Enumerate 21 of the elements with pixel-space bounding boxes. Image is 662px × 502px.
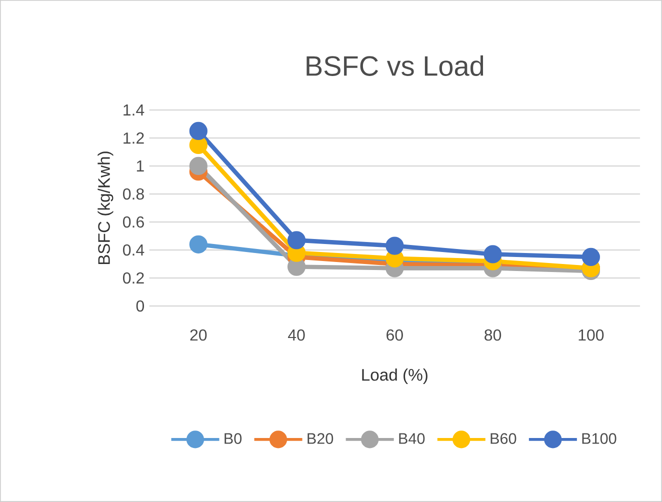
y-tick-label: 0.4 — [123, 244, 144, 256]
chart-title: BSFC vs Load — [306, 55, 484, 76]
y-tick-label: 1.2 — [124, 132, 144, 144]
x-tick-label: 100 — [578, 329, 604, 341]
y-tick-label: 0.6 — [123, 216, 144, 228]
x-tick-label: 60 — [386, 329, 403, 341]
legend-label: B0 — [224, 433, 242, 444]
legend-label: B20 — [308, 433, 334, 444]
y-tick-label: 0.2 — [123, 272, 144, 284]
x-tick-label: 80 — [484, 329, 502, 341]
x-tick-label: 20 — [190, 329, 207, 341]
legend-label: B60 — [490, 433, 516, 444]
legend-label: B40 — [399, 433, 425, 444]
y-tick-label: 0.8 — [123, 188, 144, 200]
y-tick-label: 0 — [136, 300, 144, 312]
y-tick-label: 1 — [136, 160, 144, 172]
y-tick-label: 1.4 — [124, 104, 144, 116]
y-axis-title: BSFC (kg/Kwh) — [98, 152, 114, 264]
x-tick-label: 40 — [288, 329, 305, 341]
x-axis-title: Load (%) — [362, 368, 428, 384]
legend-label: B100 — [582, 433, 616, 444]
